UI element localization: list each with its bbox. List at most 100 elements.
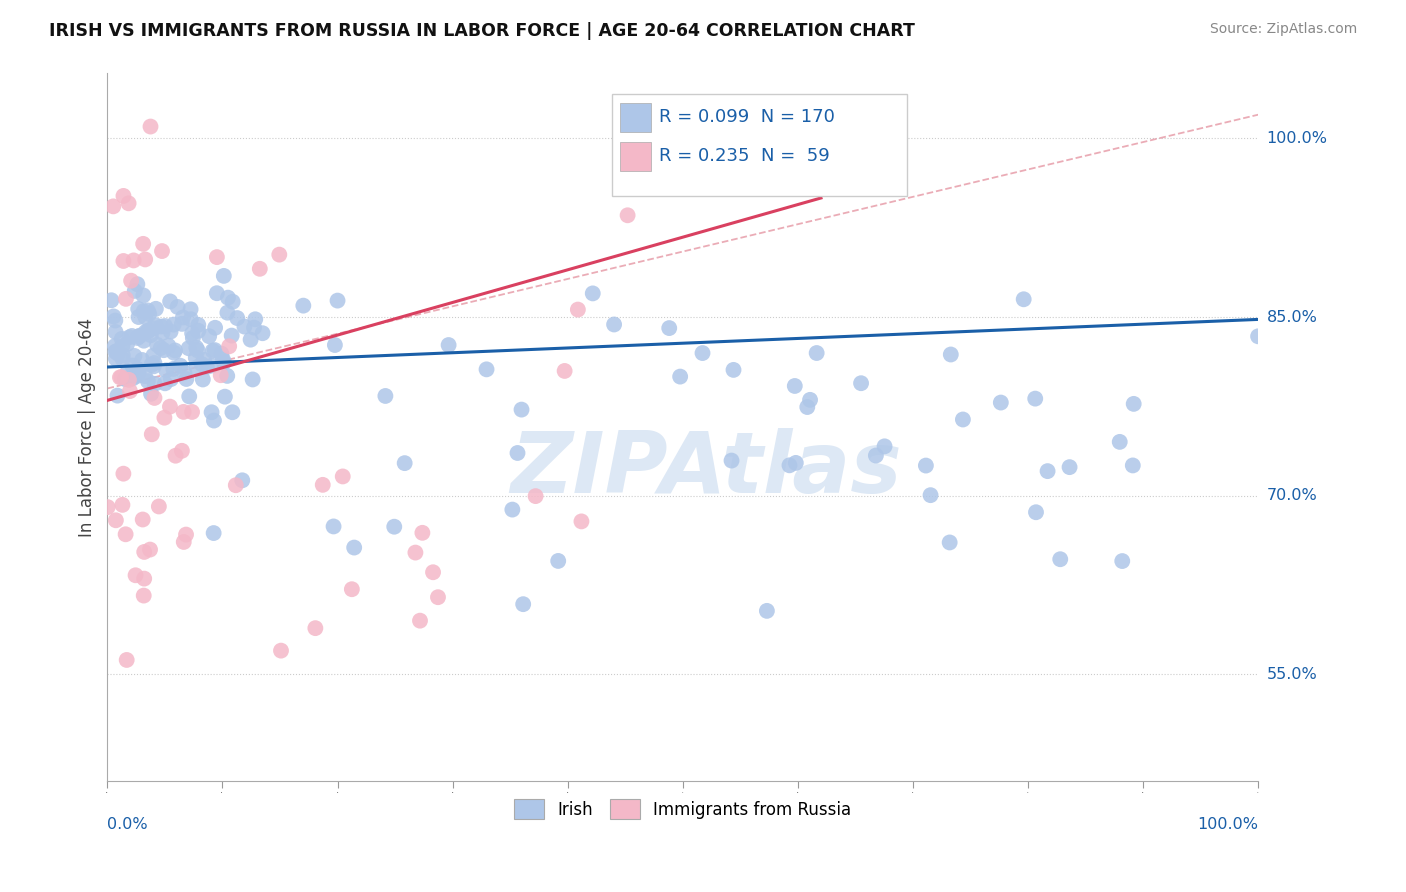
Point (103, 199, 125, 213)
Point (567, 302, 589, 317)
Point (153, 410, 176, 425)
Point (124, 568, 146, 582)
Point (394, 456, 416, 470)
Point (205, 250, 228, 264)
Point (139, 386, 162, 401)
Point (153, 376, 176, 391)
Point (173, 405, 195, 419)
Point (117, 196, 139, 211)
Point (127, 331, 149, 345)
Point (135, 310, 157, 325)
Point (176, 372, 198, 386)
Point (187, 324, 209, 338)
Text: R = 0.099  N = 170: R = 0.099 N = 170 (659, 108, 835, 126)
Point (221, 328, 243, 343)
Point (173, 366, 195, 380)
Point (501, 502, 523, 516)
Point (162, 318, 184, 332)
Point (114, 527, 136, 541)
Point (104, 344, 127, 359)
Point (437, 338, 460, 352)
Point (141, 358, 163, 372)
Y-axis label: In Labor Force | Age 20-64: In Labor Force | Age 20-64 (79, 318, 96, 537)
Point (785, 456, 807, 470)
Point (322, 519, 344, 533)
Point (195, 359, 218, 374)
Point (131, 512, 153, 526)
Point (720, 453, 742, 467)
Point (122, 253, 145, 268)
Point (179, 389, 201, 403)
Point (127, 329, 149, 343)
Point (242, 372, 264, 386)
Point (121, 371, 143, 385)
Point (221, 294, 243, 309)
Point (121, 329, 143, 343)
Point (124, 349, 146, 363)
Point (292, 299, 315, 313)
Point (104, 313, 127, 327)
Point (582, 286, 605, 301)
Point (148, 500, 170, 514)
Point (209, 368, 232, 383)
Point (112, 467, 135, 481)
Point (142, 359, 165, 374)
Point (112, 189, 135, 203)
Point (111, 339, 134, 353)
Point (915, 458, 938, 473)
Point (427, 591, 450, 605)
Point (152, 343, 174, 358)
Point (173, 535, 195, 549)
Point (1122, 397, 1144, 411)
Point (110, 370, 132, 384)
Point (422, 566, 444, 580)
Point (143, 391, 166, 405)
Point (138, 307, 160, 321)
Point (211, 346, 233, 360)
Point (104, 351, 127, 366)
Legend: Irish, Immigrants from Russia: Irish, Immigrants from Russia (508, 792, 858, 826)
Point (323, 338, 346, 352)
Point (193, 352, 215, 367)
Point (115, 337, 138, 351)
Point (128, 365, 150, 379)
Point (755, 604, 778, 618)
Point (121, 359, 143, 373)
Point (270, 643, 292, 657)
Text: R = 0.235  N =  59: R = 0.235 N = 59 (659, 147, 830, 165)
Point (114, 372, 136, 386)
Point (1012, 293, 1035, 307)
Point (159, 294, 181, 309)
Point (939, 347, 962, 361)
Point (170, 443, 193, 458)
Point (138, 323, 160, 337)
Point (723, 363, 745, 377)
Point (100, 293, 122, 308)
Point (163, 345, 186, 359)
Point (103, 310, 125, 324)
Point (201, 359, 224, 373)
Point (865, 449, 887, 463)
Point (187, 318, 209, 332)
Point (150, 319, 173, 334)
Point (1111, 554, 1133, 568)
Point (134, 545, 156, 559)
Point (111, 332, 134, 346)
Point (134, 369, 156, 384)
Point (212, 352, 235, 367)
Point (143, 376, 166, 391)
Point (340, 582, 363, 597)
Point (120, 274, 142, 288)
Point (181, 326, 204, 341)
Point (181, 405, 204, 419)
Point (184, 351, 207, 365)
Point (166, 300, 188, 314)
Point (332, 469, 354, 483)
Point (1036, 464, 1059, 478)
Text: 100.0%: 100.0% (1198, 817, 1258, 832)
Point (669, 369, 692, 384)
Point (191, 357, 214, 371)
Point (783, 379, 806, 393)
Point (128, 310, 150, 324)
Point (204, 320, 226, 334)
